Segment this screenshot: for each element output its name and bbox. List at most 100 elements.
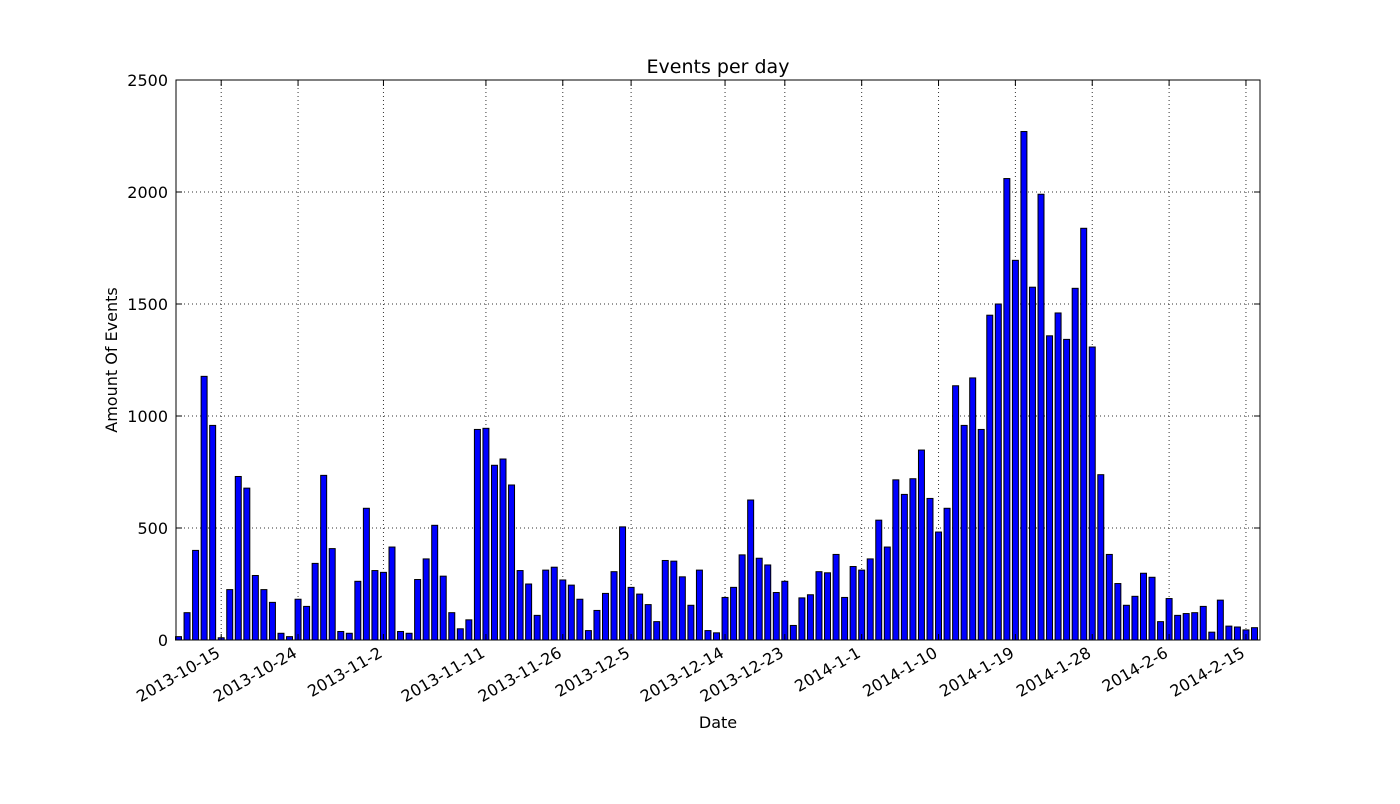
bar bbox=[1148, 576, 1156, 641]
bar bbox=[405, 632, 413, 641]
bar bbox=[345, 632, 353, 641]
y-tick-label: 2500 bbox=[127, 71, 168, 90]
bar bbox=[260, 589, 268, 641]
bar bbox=[1020, 131, 1028, 641]
bar bbox=[781, 580, 789, 641]
bar bbox=[559, 579, 567, 641]
bar bbox=[772, 592, 780, 641]
bar bbox=[200, 375, 208, 641]
bar bbox=[1054, 312, 1062, 641]
x-axis-label: Date bbox=[699, 713, 737, 732]
bar bbox=[371, 570, 379, 641]
plot-frame bbox=[175, 79, 1261, 641]
bar bbox=[798, 597, 806, 641]
y-tick-label: 2000 bbox=[127, 183, 168, 202]
bar bbox=[251, 574, 259, 641]
bar bbox=[1165, 598, 1173, 641]
bar bbox=[1028, 286, 1036, 641]
bar bbox=[883, 546, 891, 641]
bar bbox=[277, 632, 285, 641]
bar bbox=[1233, 626, 1241, 641]
bar bbox=[849, 566, 857, 641]
bar bbox=[490, 464, 498, 641]
bar bbox=[678, 576, 686, 641]
bar bbox=[243, 487, 251, 641]
bar bbox=[448, 612, 456, 641]
bar bbox=[619, 526, 627, 641]
bar bbox=[473, 428, 481, 641]
bar bbox=[1139, 572, 1147, 641]
bar bbox=[1011, 259, 1019, 641]
y-tick-label: 0 bbox=[158, 631, 168, 650]
bar bbox=[482, 427, 490, 641]
bar bbox=[234, 475, 242, 641]
bar bbox=[670, 560, 678, 641]
bar bbox=[268, 601, 276, 641]
bar bbox=[294, 598, 302, 641]
bar bbox=[926, 497, 934, 641]
bar bbox=[422, 558, 430, 641]
bar bbox=[508, 484, 516, 641]
bars-layer bbox=[175, 131, 1258, 641]
x-tick-label: 2013-11-26 bbox=[475, 643, 565, 706]
bar bbox=[362, 507, 370, 641]
bar bbox=[917, 449, 925, 641]
bar bbox=[286, 636, 294, 641]
bar bbox=[687, 604, 695, 641]
bar bbox=[1174, 614, 1182, 641]
x-tick-label: 2013-10-24 bbox=[210, 643, 300, 706]
bar bbox=[747, 499, 755, 641]
bar bbox=[986, 314, 994, 641]
bar bbox=[969, 377, 977, 641]
bar bbox=[704, 630, 712, 641]
x-tick-label: 2014-2-15 bbox=[1167, 643, 1248, 701]
bar bbox=[661, 559, 669, 641]
bar bbox=[1114, 583, 1122, 641]
bar bbox=[1071, 287, 1079, 641]
x-tick-label: 2014-2-6 bbox=[1099, 643, 1171, 696]
bar bbox=[610, 571, 618, 641]
bar bbox=[567, 584, 575, 641]
bar bbox=[824, 572, 832, 641]
bar bbox=[439, 575, 447, 641]
bar bbox=[584, 630, 592, 641]
bar bbox=[806, 594, 814, 641]
bar bbox=[960, 424, 968, 641]
bar bbox=[1088, 346, 1096, 641]
x-tick-label: 2013-11-11 bbox=[398, 643, 488, 706]
bar bbox=[209, 424, 217, 641]
x-tick-label: 2014-1-28 bbox=[1013, 643, 1094, 701]
bar bbox=[379, 571, 387, 641]
bar bbox=[1225, 625, 1233, 641]
bar bbox=[576, 598, 584, 641]
bar bbox=[328, 548, 336, 641]
bar bbox=[1199, 605, 1207, 641]
bar bbox=[1080, 227, 1088, 641]
y-tick-label: 1000 bbox=[127, 407, 168, 426]
bar bbox=[550, 566, 558, 641]
bar bbox=[354, 580, 362, 641]
bar bbox=[755, 557, 763, 641]
bar bbox=[1105, 553, 1113, 641]
bar bbox=[875, 519, 883, 641]
chart-title: Events per day bbox=[647, 56, 790, 78]
bar bbox=[841, 596, 849, 641]
bar bbox=[1157, 621, 1165, 641]
bar bbox=[713, 632, 720, 641]
x-tick-label: 2013-12-5 bbox=[552, 643, 633, 701]
bar bbox=[909, 478, 917, 641]
bar bbox=[397, 630, 405, 641]
bar bbox=[320, 474, 328, 641]
bar bbox=[1097, 474, 1105, 641]
bar bbox=[1251, 627, 1258, 641]
y-tick-label: 1500 bbox=[127, 295, 168, 314]
bar bbox=[738, 554, 746, 641]
bar bbox=[303, 605, 311, 641]
bar bbox=[601, 592, 609, 641]
x-tick-label: 2014-1-19 bbox=[936, 643, 1017, 701]
bar bbox=[866, 558, 874, 641]
bar bbox=[311, 562, 319, 641]
bar bbox=[653, 621, 661, 641]
